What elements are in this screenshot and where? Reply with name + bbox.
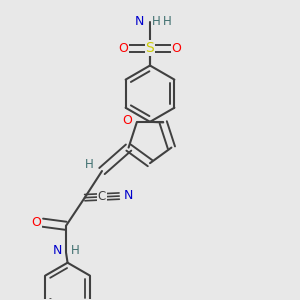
Text: O: O bbox=[31, 216, 41, 229]
Text: N: N bbox=[124, 189, 133, 202]
Text: O: O bbox=[118, 42, 128, 55]
Text: O: O bbox=[122, 114, 132, 127]
Text: S: S bbox=[146, 41, 154, 55]
Text: H: H bbox=[85, 158, 94, 171]
Text: H: H bbox=[152, 15, 161, 28]
Text: N: N bbox=[134, 15, 144, 28]
Text: N: N bbox=[52, 244, 62, 257]
Text: C: C bbox=[98, 190, 106, 203]
Text: O: O bbox=[172, 42, 182, 55]
Text: H: H bbox=[163, 15, 172, 28]
Text: H: H bbox=[70, 244, 79, 257]
